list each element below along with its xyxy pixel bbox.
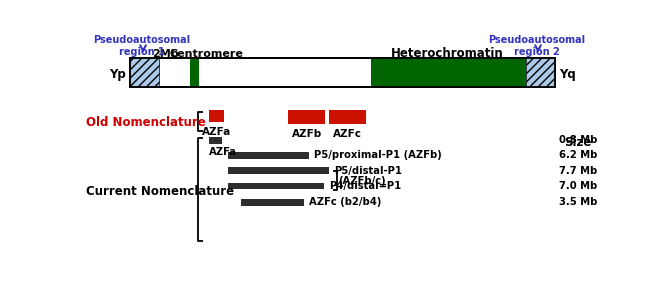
Text: 2Mb: 2Mb — [152, 49, 178, 59]
Bar — [228, 152, 309, 159]
Bar — [130, 58, 554, 87]
Text: Heterochromatin: Heterochromatin — [391, 47, 504, 60]
Text: Current Nomenclature: Current Nomenclature — [86, 185, 234, 198]
Bar — [190, 58, 199, 87]
Text: 0.8 Mb: 0.8 Mb — [558, 135, 597, 145]
Text: 6.2 Mb: 6.2 Mb — [558, 151, 597, 160]
Bar — [209, 137, 222, 144]
Text: Yp: Yp — [109, 68, 126, 81]
Text: P4/distal=P1: P4/distal=P1 — [329, 181, 401, 191]
Text: Centromere: Centromere — [170, 49, 244, 59]
Text: 3.5 Mb: 3.5 Mb — [558, 197, 597, 208]
Text: 7.7 Mb: 7.7 Mb — [558, 166, 597, 176]
Bar — [228, 168, 329, 174]
Text: Pseudoautosomal
region 1: Pseudoautosomal region 1 — [93, 35, 190, 57]
Bar — [241, 199, 303, 206]
Text: Old Nomenclature: Old Nomenclature — [86, 116, 206, 129]
Bar — [371, 58, 526, 87]
Text: P5/distal-P1: P5/distal-P1 — [335, 166, 403, 176]
Text: 7.0 Mb: 7.0 Mb — [558, 181, 597, 191]
Text: AZFc: AZFc — [333, 129, 362, 139]
Bar — [228, 183, 324, 189]
Bar — [209, 110, 224, 122]
Text: AZFa: AZFa — [202, 127, 231, 137]
Bar — [130, 58, 554, 87]
Bar — [288, 110, 325, 124]
Bar — [329, 110, 365, 124]
Text: (AZFb/c): (AZFb/c) — [338, 176, 386, 186]
Text: Size: Size — [564, 136, 592, 149]
Bar — [526, 58, 554, 87]
Text: AZFa: AZFa — [209, 147, 237, 157]
Text: AZFb: AZFb — [291, 129, 322, 139]
Text: Pseudoautosomal
region 2: Pseudoautosomal region 2 — [488, 35, 585, 57]
Text: Yq: Yq — [559, 68, 576, 81]
Text: AZFc (b2/b4): AZFc (b2/b4) — [309, 197, 381, 208]
Bar — [130, 58, 158, 87]
Text: P5/proximal-P1 (AZFb): P5/proximal-P1 (AZFb) — [314, 151, 442, 160]
